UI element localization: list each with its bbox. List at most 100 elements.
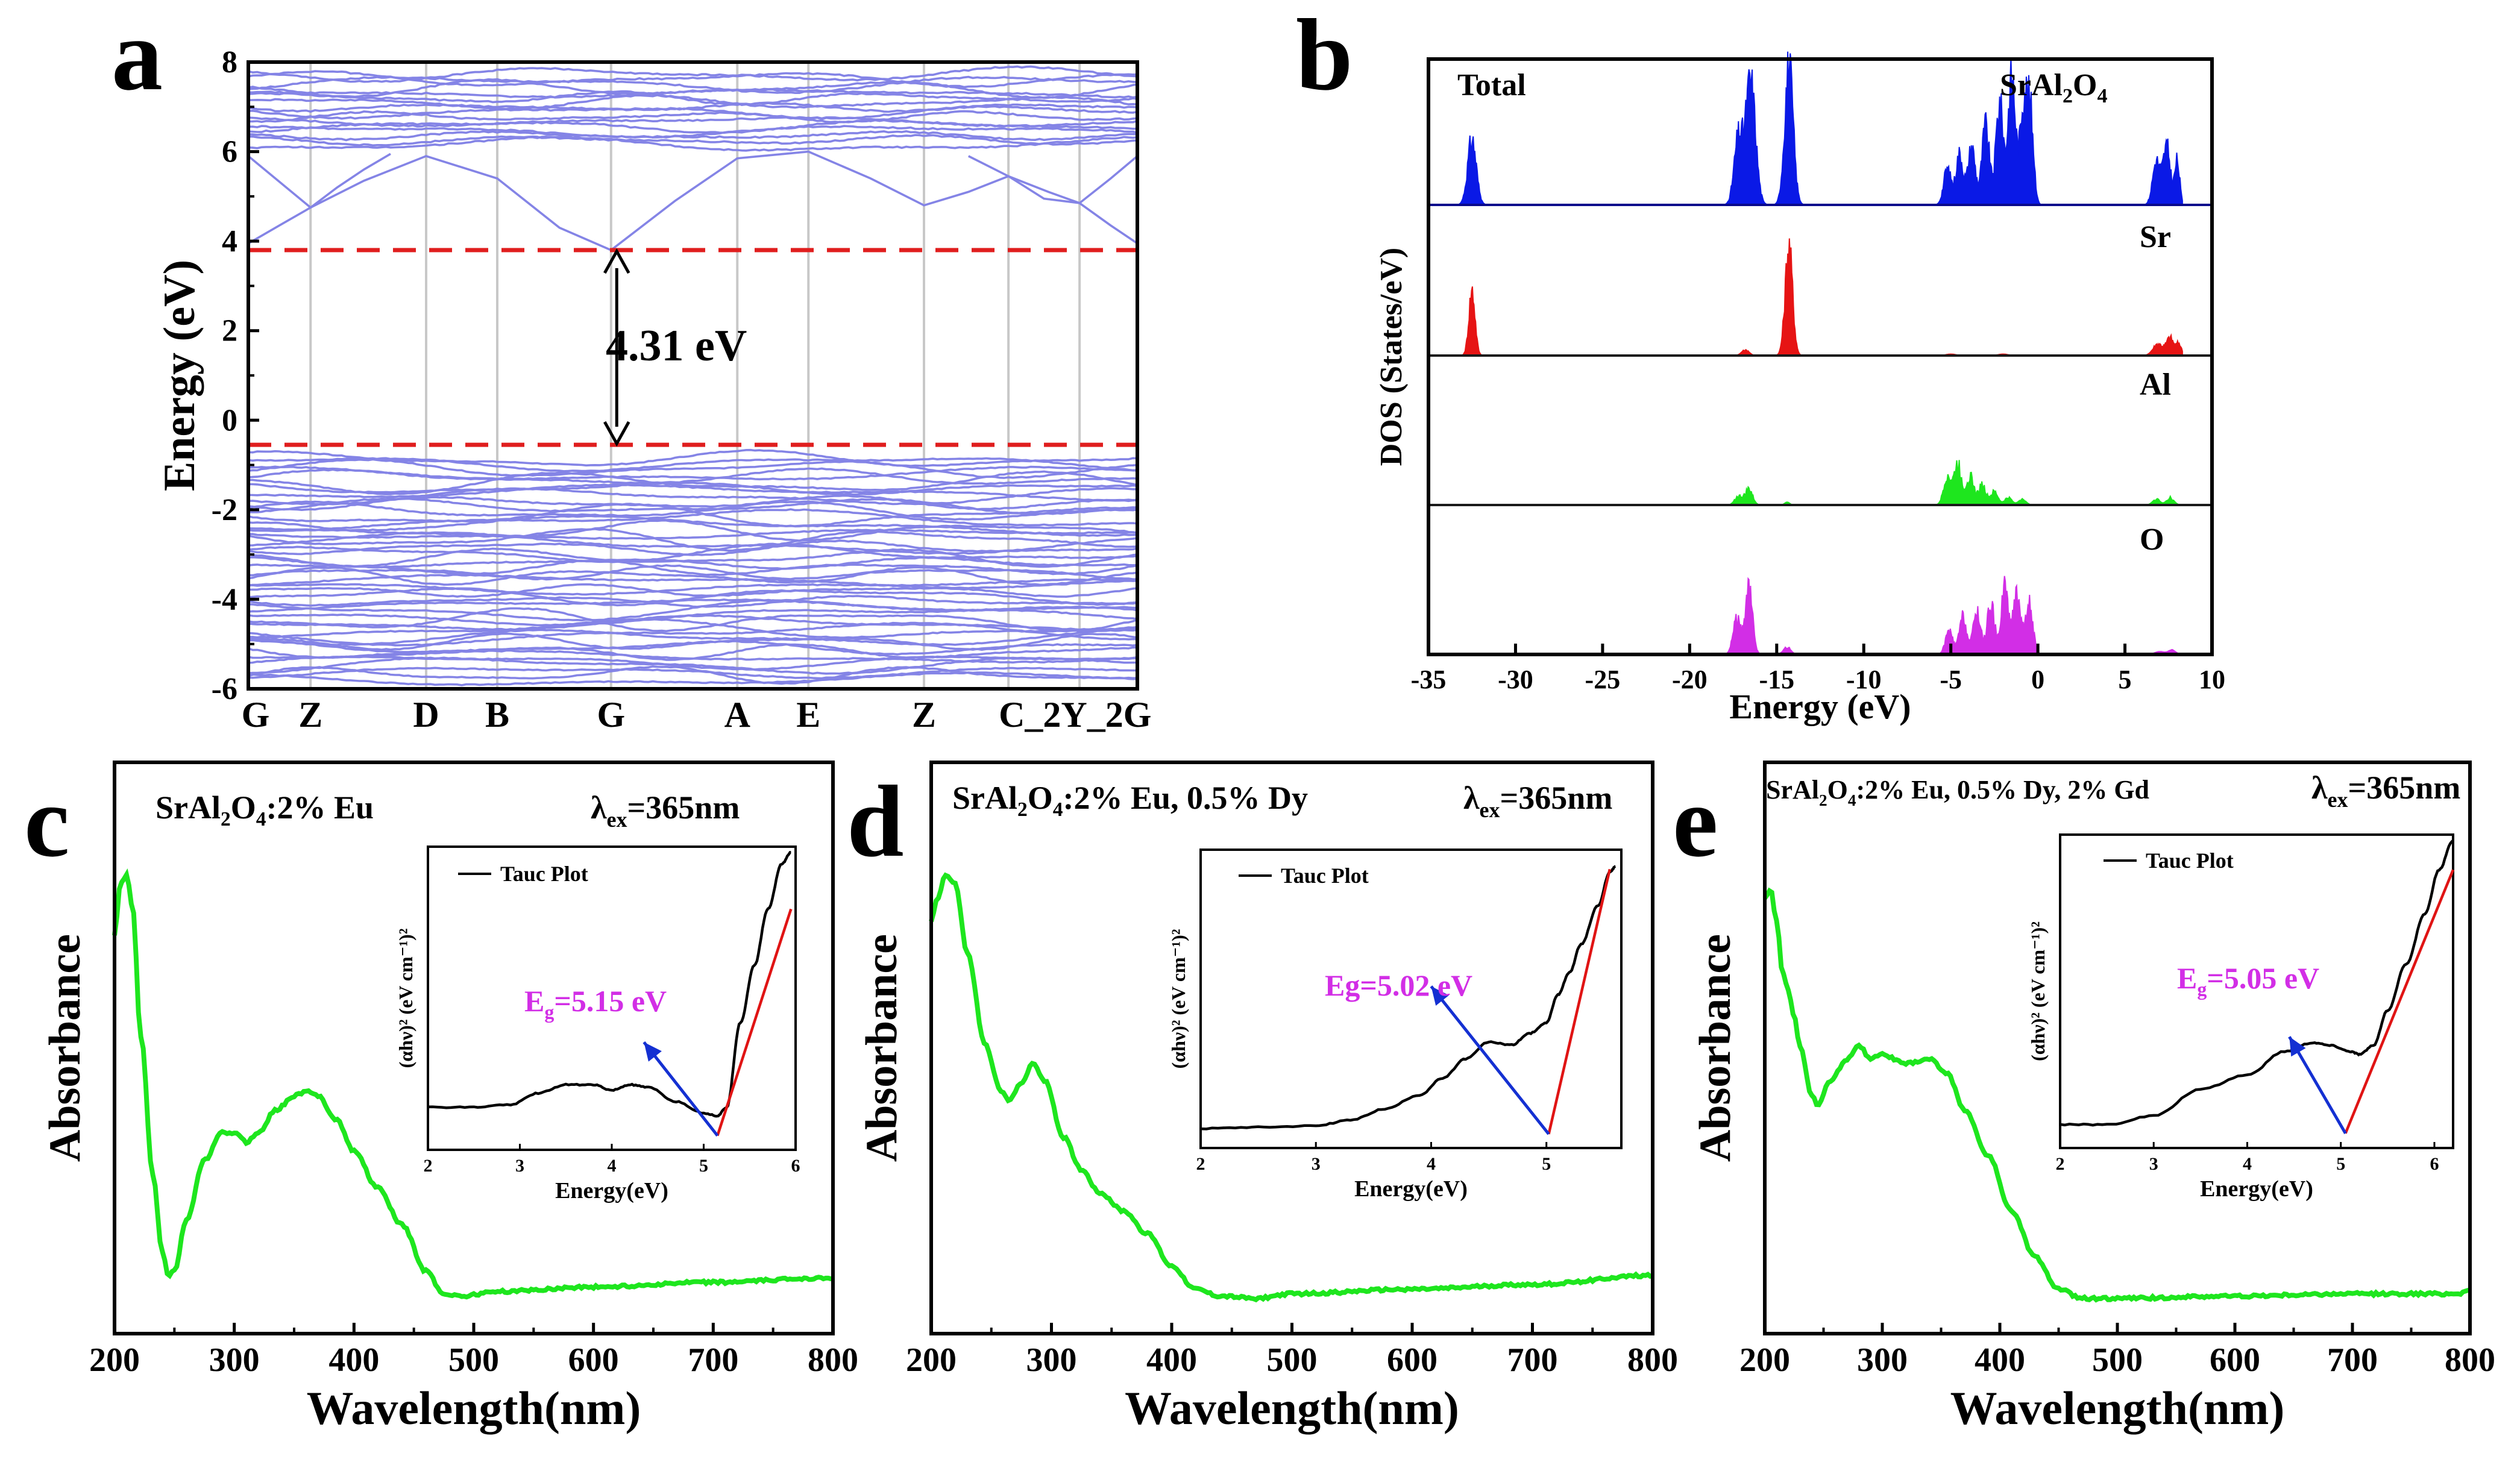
band-gap-arrow [603, 248, 630, 447]
inset-x-tick-label: 4 [2243, 1154, 2252, 1174]
x-tick-label: -15 [1759, 665, 1794, 694]
legend-label: Tauc Plot [2146, 849, 2234, 873]
eg-arrow-head [644, 1042, 662, 1062]
valence-band [248, 559, 1138, 576]
valence-band [248, 649, 1138, 664]
arrow-head-down [603, 421, 630, 447]
conduction-band [248, 135, 1138, 152]
y-tick-label: 6 [222, 135, 237, 169]
absorbance-curve [929, 872, 1653, 1303]
x-tick-label: 200 [1739, 1341, 1790, 1379]
kpoint-label: D [413, 695, 439, 735]
valence-band [248, 542, 1138, 563]
valence-band [248, 529, 1138, 540]
x-tick-label: 500 [448, 1341, 499, 1379]
eg-arrow-line [2288, 1036, 2347, 1134]
absorbance-panel-e: e 200 300 400 500 600 700 800 Wavelength(nm) Abso… [1673, 761, 2495, 1434]
excitation-label: λex=365nm [1463, 780, 1612, 822]
eg-symbol: E [2177, 961, 2197, 995]
eg-value: =5.15 eV [554, 984, 667, 1018]
absorbance-curve [112, 868, 834, 1300]
subscript: 4 [1848, 791, 1856, 809]
conduction-band [248, 105, 1138, 121]
panel-letter: e [1673, 765, 1718, 878]
kpoint-label: G [597, 695, 625, 735]
x-tick-label: 800 [1627, 1341, 1678, 1379]
conduction-band [248, 65, 1138, 83]
x-axis-label: Wavelength(nm) [1950, 1382, 2285, 1434]
absorbance-curve [1762, 887, 2471, 1303]
y-tick-label: -6 [212, 672, 237, 706]
series-label-o: O [2140, 522, 2164, 557]
subscript: ex [1480, 798, 1500, 822]
inset-x-tick-label: 3 [2149, 1154, 2158, 1174]
x-tick-label: 800 [2445, 1341, 2495, 1379]
y-ticks: -6 -4 -2 0 2 4 6 8 [212, 45, 259, 706]
eg-arrow-head [1431, 986, 1450, 1006]
y-tick-label: -4 [212, 582, 237, 616]
tauc-curve [427, 851, 791, 1118]
valence-band [248, 457, 1138, 472]
kpoint-label: Z [298, 695, 322, 735]
legend-label: Tauc Plot [1281, 864, 1369, 888]
valence-band [248, 574, 1138, 589]
inset-x-tick-label: 6 [2430, 1154, 2439, 1174]
conduction-band-branch [248, 152, 391, 245]
excitation-label: λex=365nm [2311, 770, 2460, 812]
x-tick-label: 200 [906, 1341, 957, 1379]
valence-band [248, 621, 1138, 647]
panel-b-frame [1427, 57, 2214, 656]
y-axis-label: Absorbance [1691, 934, 1740, 1162]
sample-suffix: :2% Eu [266, 789, 374, 826]
tauc-fit-line [1547, 868, 1612, 1135]
inset-y-axis-label: (αhν)² (eV cm⁻¹)² [2027, 921, 2049, 1061]
x-axis-label: Wavelength(nm) [1125, 1382, 1459, 1434]
x-tick-label: 400 [1146, 1341, 1197, 1379]
x-ticks: -35 -30 -25 -20 -15 -10 -5 0 5 10 [1411, 644, 2225, 694]
y-axis-label: Energy (eV) [155, 260, 204, 491]
conduction-band [248, 78, 1138, 99]
inset-x-tick-label: 4 [1427, 1154, 1436, 1174]
tauc-curve [1200, 865, 1616, 1131]
sample-o: O [1827, 775, 1848, 805]
valence-band [248, 587, 1138, 607]
valence-band [248, 618, 1138, 639]
x-tick-label: 300 [209, 1341, 260, 1379]
eg-label: Eg=5.02 eV [1325, 968, 1472, 1002]
valence-band [248, 503, 1138, 527]
tauc-fit-line [716, 908, 793, 1137]
subscript: ex [607, 808, 627, 832]
subscript: 4 [256, 808, 266, 830]
sample-suffix: :2% Eu, 0.5% Dy [1063, 780, 1308, 816]
dos-curves [1428, 51, 2212, 656]
sample-o: O [1028, 780, 1053, 816]
inset-x-tick-label: 3 [515, 1156, 524, 1176]
inset-x-tick-label: 6 [791, 1156, 800, 1176]
x-tick-label: 0 [2031, 665, 2044, 694]
excitation-value: =365nm [627, 789, 740, 826]
valence-band [248, 508, 1138, 532]
inset-frame [2059, 833, 2454, 1149]
x-tick-label: 700 [688, 1341, 738, 1379]
kpoint-label: A [724, 695, 750, 735]
valence-band [248, 614, 1138, 632]
subscript: 2 [1017, 798, 1028, 821]
inset-x-tick-label: 2 [424, 1156, 433, 1176]
x-axis-label: Wavelength(nm) [307, 1382, 641, 1434]
kpoint-label: B [485, 695, 509, 735]
absorbance-panel-c: c 200 300 400 500 600 700 800 Wavelength(nm) Abso… [24, 761, 858, 1434]
valence-band [248, 578, 1137, 596]
subscript: 2 [1819, 791, 1827, 809]
conduction-band [248, 70, 1138, 89]
y-tick-label: 0 [222, 403, 237, 438]
lambda-symbol: λ [1463, 780, 1480, 816]
x-tick-label: 300 [1857, 1341, 1908, 1379]
valence-band [248, 556, 1138, 570]
legend-label: Tauc Plot [500, 862, 588, 886]
kpoint-label: G [242, 695, 270, 735]
inset-x-tick-label: 5 [1542, 1154, 1551, 1174]
valence-band [248, 470, 1138, 495]
series-label-sr: Sr [2140, 220, 2171, 254]
